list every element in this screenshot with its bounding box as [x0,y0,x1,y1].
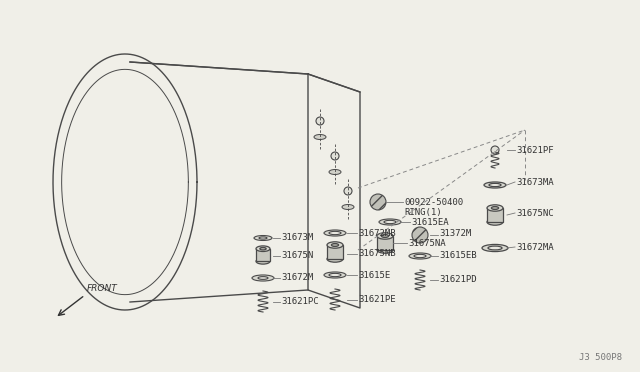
Text: J3 500P8: J3 500P8 [579,353,622,362]
Circle shape [344,187,352,195]
Ellipse shape [324,230,346,236]
Ellipse shape [258,277,268,279]
Text: 31673M: 31673M [281,232,313,241]
Ellipse shape [332,244,339,246]
Circle shape [331,152,339,160]
Ellipse shape [489,183,501,187]
Text: 31615EA: 31615EA [411,218,449,227]
Ellipse shape [482,244,508,251]
Text: 31615E: 31615E [358,270,390,279]
Text: 31675NC: 31675NC [516,208,554,218]
Ellipse shape [314,135,326,140]
Ellipse shape [256,246,270,251]
Ellipse shape [329,231,341,235]
Text: 00922-50400: 00922-50400 [404,198,463,206]
Text: 31675N: 31675N [281,251,313,260]
Circle shape [412,227,428,243]
Ellipse shape [329,170,341,174]
Text: 31372M: 31372M [439,228,471,237]
Text: 31621PF: 31621PF [516,145,554,154]
Ellipse shape [379,219,401,225]
Circle shape [491,146,499,154]
Ellipse shape [377,247,393,253]
Bar [256,249,270,261]
Ellipse shape [409,253,431,259]
Ellipse shape [327,242,343,248]
Ellipse shape [381,235,388,237]
Ellipse shape [414,254,426,258]
Ellipse shape [254,235,272,240]
Ellipse shape [342,205,354,209]
Text: 31621PE: 31621PE [358,295,396,305]
Ellipse shape [252,275,274,281]
Ellipse shape [324,272,346,278]
Ellipse shape [327,256,343,262]
Ellipse shape [487,219,503,225]
Text: 31675NB: 31675NB [358,248,396,257]
Text: 31675NA: 31675NA [408,238,445,247]
Ellipse shape [377,233,393,239]
Circle shape [370,194,386,210]
Circle shape [316,117,324,125]
Text: 31621PD: 31621PD [439,276,477,285]
Ellipse shape [256,259,270,264]
Text: RING(1): RING(1) [404,208,442,217]
Bar [487,208,503,222]
Bar [327,245,343,259]
Ellipse shape [492,206,499,209]
Ellipse shape [487,205,503,211]
Ellipse shape [488,246,502,250]
Ellipse shape [484,182,506,188]
Ellipse shape [260,247,266,250]
Text: 31673MA: 31673MA [516,177,554,186]
Ellipse shape [329,273,341,277]
Ellipse shape [384,220,396,224]
Ellipse shape [259,237,267,239]
Text: 31615EB: 31615EB [439,251,477,260]
Text: FRONT: FRONT [87,284,118,293]
Text: 31672MA: 31672MA [516,243,554,251]
Bar [377,236,393,250]
Text: 31672MB: 31672MB [358,228,396,237]
Text: 31621PC: 31621PC [281,298,319,307]
Text: 31672M: 31672M [281,273,313,282]
